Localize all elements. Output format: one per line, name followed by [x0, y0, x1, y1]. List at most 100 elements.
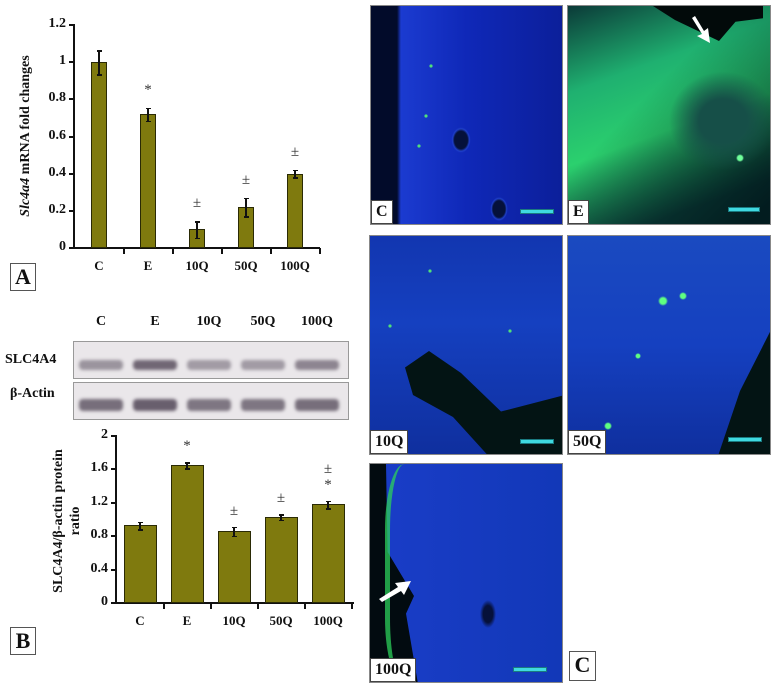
chart-b-y-axis — [115, 436, 117, 604]
blot-strip-beta-actin — [73, 382, 349, 420]
blot-lane-label: E — [150, 314, 160, 329]
error-cap — [145, 120, 151, 123]
y-tick — [111, 602, 117, 604]
y-tick — [69, 135, 75, 138]
error-cap — [243, 197, 249, 200]
y-tick-label: 0 — [59, 239, 66, 254]
x-tick-label: C — [94, 258, 104, 273]
y-tick — [69, 61, 75, 64]
blot-lane-label: 10Q — [196, 314, 222, 329]
arrow-icon — [379, 581, 411, 602]
error-cap — [292, 169, 298, 172]
blot-band — [241, 399, 285, 411]
y-tick-label: 0.4 — [48, 164, 67, 180]
x-tick-label: 50Q — [234, 258, 258, 273]
significance-marker: * — [144, 81, 152, 98]
x-tick-label: 10Q — [185, 258, 209, 273]
blot-lane-label: 100Q — [301, 314, 333, 329]
bar-e — [140, 114, 156, 248]
bar-100q — [287, 173, 303, 248]
lumen-dark-region — [718, 326, 770, 454]
y-tick-label: 0.8 — [90, 527, 109, 543]
scale-bar — [520, 209, 554, 214]
error-cap — [278, 519, 284, 522]
error-cap — [145, 107, 151, 110]
chart-b-y-axis-label: SLC4A4/β-actin protein ratio — [51, 449, 83, 593]
error-cap — [325, 508, 331, 510]
blot-band — [295, 399, 339, 411]
y-tick — [69, 98, 75, 101]
y-tick-label: 0.4 — [90, 560, 109, 576]
y-tick — [69, 24, 75, 26]
blot-band — [241, 360, 285, 370]
blot-lane-label: C — [95, 314, 107, 329]
y-tick — [111, 468, 117, 471]
bar-c — [123, 525, 157, 603]
y-tick — [69, 209, 75, 212]
micrograph-50q: 50Q — [567, 235, 771, 455]
y-tick — [111, 501, 117, 504]
error-bar — [233, 526, 235, 536]
error-bar — [139, 521, 141, 530]
y-tick-label: 0.2 — [48, 201, 67, 217]
y-tick — [111, 535, 117, 538]
micrograph-label: E — [568, 200, 589, 224]
bar-100q — [311, 504, 345, 603]
micrograph-label: C — [371, 200, 393, 224]
error-bar — [294, 169, 296, 178]
x-tick-label: C — [135, 613, 145, 628]
error-cap — [278, 514, 284, 516]
micrograph-10q: 10Q — [369, 235, 563, 455]
x-tick — [318, 248, 321, 254]
error-cap — [96, 50, 102, 52]
y-tick-label: 0.8 — [48, 90, 67, 106]
error-cap — [184, 462, 190, 464]
micrograph-100q: 100Q — [369, 463, 563, 683]
blot-row-label-beta-actin: β-Actin — [10, 386, 55, 401]
y-tick-label: 1.6 — [90, 460, 109, 476]
panel-label-b: B — [10, 627, 36, 655]
error-bar — [327, 500, 329, 509]
error-bar — [245, 197, 247, 217]
blot-band — [187, 360, 231, 370]
error-bar — [186, 462, 188, 469]
error-bar — [98, 50, 100, 75]
chart-a-x-axis — [73, 247, 320, 249]
blot-band — [79, 399, 123, 411]
blot-band — [187, 399, 231, 411]
blot-strip-slc4a4 — [73, 341, 349, 379]
micrograph-e: E — [567, 5, 771, 225]
bar-c — [91, 62, 107, 248]
y-tick-label: 0.6 — [48, 127, 67, 143]
chart-a-y-axis-label: Slc4a4 mRNA fold changes — [18, 55, 33, 217]
micrograph-label: 10Q — [370, 430, 409, 454]
blot-band — [295, 360, 339, 370]
error-cap — [231, 526, 237, 529]
significance-marker: ± — [323, 460, 333, 477]
x-tick-label: E — [182, 613, 192, 628]
blot-row-label-slc4a4: SLC4A4 — [5, 352, 57, 367]
x-tick-label: 10Q — [222, 613, 246, 628]
error-cap — [184, 468, 190, 470]
x-tick — [303, 603, 306, 609]
error-bar — [280, 514, 282, 520]
arrow-icon — [692, 16, 710, 43]
error-cap — [96, 74, 102, 76]
chart-b: SLC4A4/β-actin protein ratio 0 0.4 0.8 1.2 1… — [0, 420, 360, 686]
x-tick — [269, 248, 272, 254]
scale-bar — [520, 439, 554, 444]
error-bar — [147, 107, 149, 121]
y-tick-label: 2 — [101, 427, 108, 442]
blot-lane-label: 50Q — [250, 314, 276, 329]
significance-marker: * — [324, 476, 332, 493]
blot-band — [133, 399, 177, 411]
panel-label-a: A — [10, 263, 36, 291]
x-tick — [122, 248, 125, 254]
chart-b-x-axis — [115, 602, 354, 604]
significance-marker: ± — [241, 171, 251, 188]
error-cap — [231, 535, 237, 538]
x-tick-label: 100Q — [313, 613, 343, 628]
error-cap — [194, 221, 200, 223]
western-blot: C E 10Q 50Q 100Q SLC4A4 β-Actin — [0, 300, 360, 420]
error-cap — [292, 177, 298, 179]
